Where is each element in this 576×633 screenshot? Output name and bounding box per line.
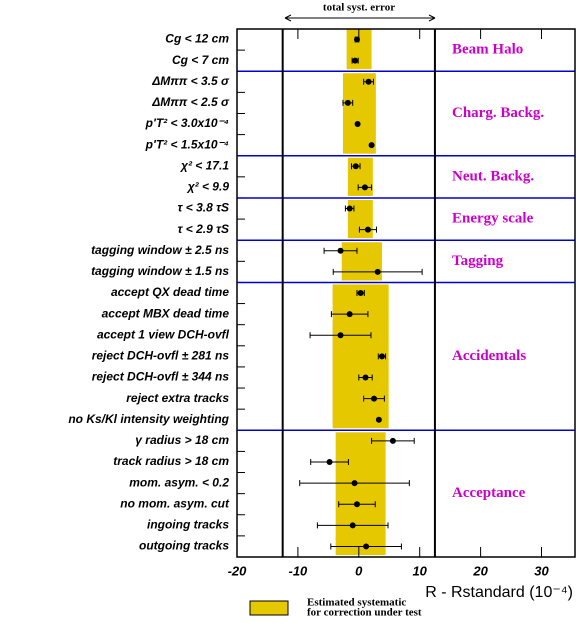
group-label: Beam Halo bbox=[452, 42, 523, 58]
point bbox=[326, 458, 333, 465]
point bbox=[375, 416, 382, 423]
x-tick-label: 30 bbox=[534, 563, 549, 578]
point bbox=[363, 543, 370, 550]
x-tick-label: -10 bbox=[289, 563, 309, 578]
point bbox=[351, 480, 358, 487]
group-label: Neut. Backg. bbox=[452, 168, 534, 184]
band bbox=[347, 199, 373, 239]
row-label: τ < 3.8 τS bbox=[177, 201, 229, 215]
x-tick-label: 0 bbox=[355, 563, 363, 578]
row-label: no mom. asym. cut bbox=[120, 496, 230, 510]
row-label: outgoing tracks bbox=[139, 539, 229, 553]
row-label: reject DCH-ovfl ± 281 ns bbox=[92, 349, 230, 363]
point bbox=[362, 374, 369, 381]
row-label: mom. asym. < 0.2 bbox=[129, 475, 229, 489]
x-tick-label: 20 bbox=[472, 563, 488, 578]
point bbox=[389, 437, 396, 444]
point bbox=[353, 501, 360, 508]
point bbox=[365, 78, 372, 85]
point bbox=[354, 121, 361, 128]
legend-label: Estimated systematic bbox=[307, 597, 406, 609]
point bbox=[337, 247, 344, 254]
row-label: ΔMππ < 2.5 σ bbox=[151, 95, 230, 109]
row-label: p'T² < 3.0x10⁻⁴ bbox=[145, 116, 229, 130]
legend-swatch bbox=[249, 600, 289, 616]
point bbox=[346, 205, 353, 212]
row-label: γ radius > 18 cm bbox=[135, 433, 229, 447]
x-tick-label: -20 bbox=[228, 563, 248, 578]
point bbox=[364, 226, 371, 233]
x-tick-label: 10 bbox=[412, 563, 427, 578]
arrow-head bbox=[284, 14, 436, 22]
row-label: reject DCH-ovfl ± 344 ns bbox=[92, 370, 230, 384]
row-label: accept MBX dead time bbox=[102, 306, 230, 320]
point bbox=[378, 353, 385, 360]
legend-label: for correction under test bbox=[307, 607, 422, 619]
point bbox=[368, 142, 375, 149]
point bbox=[349, 522, 356, 529]
row-label: p'T² < 1.5x10⁻⁴ bbox=[145, 137, 229, 151]
band bbox=[335, 432, 386, 555]
row-label: no Ks/Kl intensity weighting bbox=[68, 412, 229, 426]
row-label: accept 1 view DCH-ovfl bbox=[97, 327, 230, 341]
point bbox=[337, 332, 344, 339]
row-label: Cg < 12 cm bbox=[165, 32, 229, 46]
group-label: Acceptance bbox=[452, 485, 526, 501]
annotation: total syst. error bbox=[323, 2, 395, 14]
point bbox=[357, 290, 364, 296]
band bbox=[342, 73, 376, 154]
group-label: Tagging bbox=[452, 253, 504, 269]
row-label: tagging window ± 1.5 ns bbox=[91, 264, 229, 278]
group-label: Charg. Backg. bbox=[452, 105, 544, 121]
point bbox=[346, 311, 353, 318]
row-label: accept QX dead time bbox=[111, 285, 229, 299]
row-label: tagging window ± 2.5 ns bbox=[91, 243, 229, 257]
point bbox=[344, 99, 351, 106]
point bbox=[371, 395, 378, 402]
point bbox=[374, 268, 381, 275]
row-label: χ² < 9.9 bbox=[186, 180, 230, 194]
band bbox=[341, 242, 382, 281]
x-axis-label: R - Rstandard (10⁻⁴) bbox=[425, 584, 573, 601]
point bbox=[361, 184, 368, 191]
row-label: χ² < 17.1 bbox=[179, 158, 229, 172]
group-label: Energy scale bbox=[452, 211, 534, 227]
row-label: ingoing tracks bbox=[147, 517, 229, 531]
row-label: τ < 2.9 τS bbox=[177, 222, 229, 236]
row-label: Cg < 7 cm bbox=[172, 53, 229, 67]
point bbox=[352, 163, 359, 170]
frame bbox=[236, 28, 576, 558]
row-label: track radius > 18 cm bbox=[113, 454, 229, 468]
point bbox=[352, 57, 359, 64]
row-label: reject extra tracks bbox=[126, 391, 229, 405]
group-label: Accidentals bbox=[452, 348, 526, 364]
row-label: ΔMππ < 3.5 σ bbox=[151, 74, 230, 88]
